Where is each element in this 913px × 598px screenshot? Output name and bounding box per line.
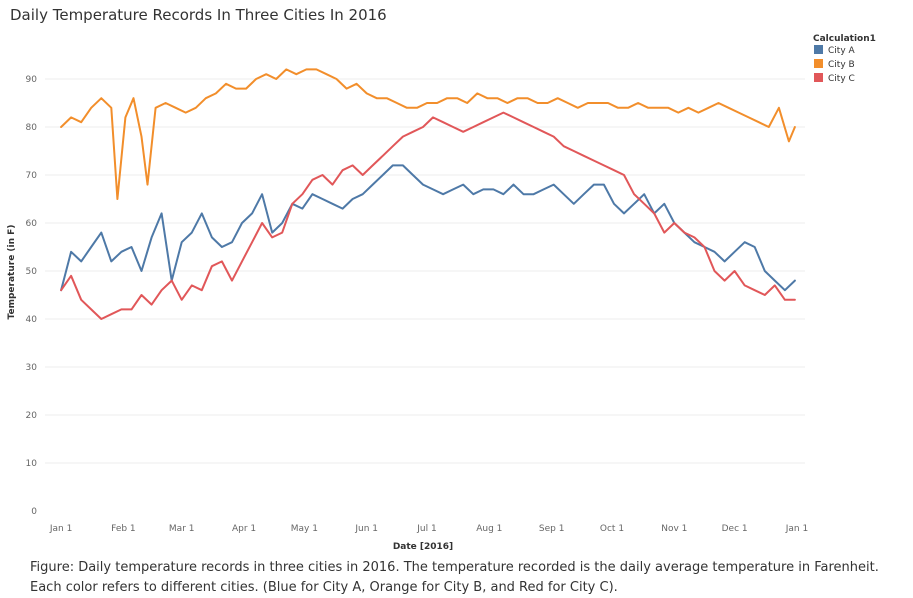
y-tick-label: 20 <box>26 411 38 421</box>
x-tick-label: Apr 1 <box>232 524 256 534</box>
legend-label: City A <box>828 46 856 56</box>
gridlines <box>45 78 805 464</box>
legend-label: City C <box>828 74 855 84</box>
legend: Calculation1 City A City B City C <box>813 34 876 84</box>
legend-label: City B <box>828 60 855 70</box>
y-axis-ticks: 0 10 20 30 40 50 60 70 80 90 <box>26 75 38 517</box>
series-line-city-b <box>60 68 796 200</box>
x-tick-label: Sep 1 <box>539 524 565 534</box>
y-tick-label: 60 <box>26 219 38 229</box>
x-tick-label: Jan 1 <box>785 524 808 534</box>
figure-caption: Figure: Daily temperature records in thr… <box>30 560 879 595</box>
series-line-city-c <box>60 111 796 320</box>
x-tick-label: Aug 1 <box>476 524 502 534</box>
legend-swatch <box>814 45 823 54</box>
x-axis-ticks: Jan 1 Feb 1 Mar 1 Apr 1 May 1 Jun 1 Jul 1 Aug 1… <box>49 524 808 534</box>
x-tick-label: Jan 1 <box>49 524 72 534</box>
x-tick-label: Mar 1 <box>169 524 195 534</box>
x-tick-label: Jul 1 <box>416 524 436 534</box>
x-tick-label: Feb 1 <box>111 524 136 534</box>
y-tick-label: 0 <box>31 507 37 517</box>
y-tick-label: 10 <box>26 459 38 469</box>
x-axis-title: Date [2016] <box>393 542 453 552</box>
x-tick-label: May 1 <box>291 524 318 534</box>
series-line-city-a <box>60 164 796 292</box>
y-tick-label: 70 <box>26 171 38 181</box>
y-tick-label: 40 <box>26 315 38 325</box>
x-tick-label: Oct 1 <box>600 524 624 534</box>
x-tick-label: Nov 1 <box>661 524 687 534</box>
x-tick-label: Jun 1 <box>354 524 378 534</box>
legend-swatch <box>814 59 823 68</box>
y-tick-label: 30 <box>26 363 38 373</box>
y-tick-label: 50 <box>26 267 38 277</box>
legend-items: City A City B City C <box>814 45 856 84</box>
series-lines <box>60 68 796 320</box>
y-tick-label: 80 <box>26 123 38 133</box>
legend-swatch <box>814 73 823 82</box>
legend-title: Calculation1 <box>813 34 876 44</box>
x-tick-label: Dec 1 <box>722 524 748 534</box>
chart-title: Daily Temperature Records In Three Citie… <box>10 6 387 24</box>
y-tick-label: 90 <box>26 75 38 85</box>
y-axis-title: Temperature (in F) <box>7 225 17 320</box>
